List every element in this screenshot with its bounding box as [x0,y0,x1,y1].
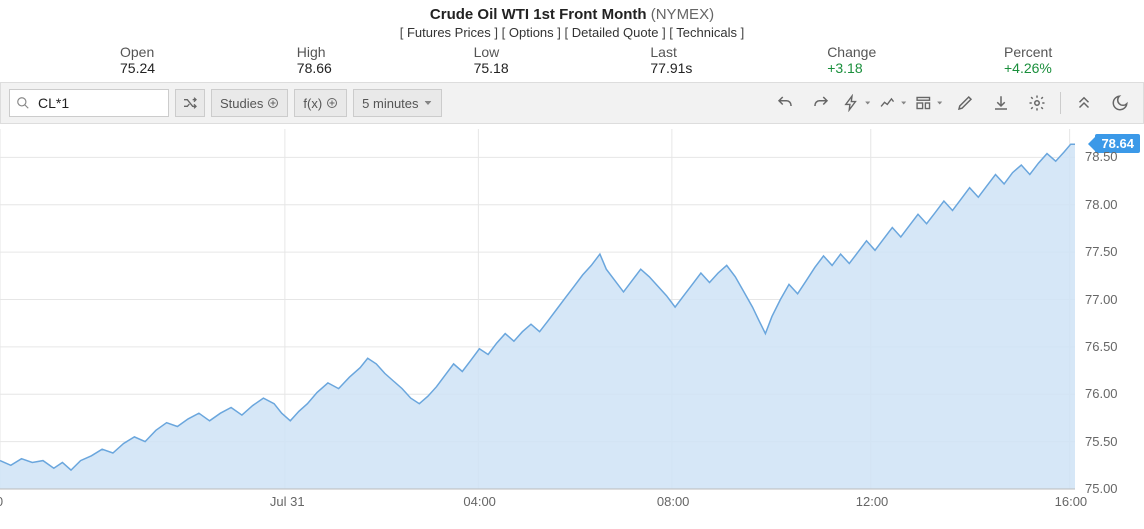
quote-header: Crude Oil WTI 1st Front Month (NYMEX) [ … [0,0,1144,40]
x-tick-label: :00 [0,494,3,509]
settings-button[interactable] [1022,89,1052,117]
link-detailed-quote[interactable]: Detailed Quote [572,25,659,40]
redo-button[interactable] [806,89,836,117]
y-tick-label: 76.50 [1085,339,1118,354]
y-tick-label: 76.00 [1085,386,1118,401]
x-tick-label: Jul 31 [270,494,305,509]
quote-last: Last77.91s [650,44,770,76]
quote-open: Open75.24 [120,44,240,76]
chevron-down-icon [936,99,943,107]
quote-high: High78.66 [297,44,417,76]
x-tick-label: 08:00 [657,494,690,509]
fx-button[interactable]: f(x) [294,89,347,117]
exchange-label: (NYMEX) [651,6,714,23]
moon-icon [1111,94,1129,112]
template-button[interactable] [914,89,944,117]
x-tick-label: 12:00 [856,494,889,509]
undo-icon [776,94,794,112]
quote-summary-row: Open75.24 High78.66 Low75.18 Last77.91s … [0,40,1144,82]
chevrons-up-icon [1075,94,1093,112]
draw-button[interactable] [950,89,980,117]
gear-icon [1028,94,1046,112]
events-button[interactable] [842,89,872,117]
chevron-down-icon [864,99,871,107]
quote-percent: Percent+4.26% [1004,44,1124,76]
plus-icon [267,97,279,109]
instrument-name: Crude Oil WTI 1st Front Month [430,6,647,23]
link-futures-prices[interactable]: Futures Prices [407,25,491,40]
header-links: [ Futures Prices ] [ Options ] [ Detaile… [0,25,1144,40]
chart-toolbar: Studies f(x) 5 minutes [0,82,1144,124]
studies-button[interactable]: Studies [211,89,288,117]
quote-change: Change+3.18 [827,44,947,76]
chevron-down-icon [423,98,433,108]
redo-icon [812,94,830,112]
search-icon [16,96,30,110]
y-tick-label: 77.00 [1085,292,1118,307]
symbol-input[interactable] [36,94,156,112]
download-icon [992,94,1010,112]
link-technicals[interactable]: Technicals [676,25,737,40]
interval-label: 5 minutes [362,96,418,111]
y-tick-label: 78.50 [1085,149,1118,164]
bolt-icon [843,94,860,112]
y-tick-label: 75.50 [1085,434,1118,449]
interval-select[interactable]: 5 minutes [353,89,441,117]
download-button[interactable] [986,89,1016,117]
pencil-icon [956,94,974,112]
compare-button[interactable] [175,89,205,117]
shuffle-icon [182,95,198,111]
chart-canvas [0,124,1144,514]
price-chart[interactable]: 78.64 75.0075.5076.0076.5077.0077.5078.0… [0,124,1144,514]
template-icon [915,94,932,112]
x-tick-label: 04:00 [463,494,496,509]
quote-low: Low75.18 [474,44,594,76]
y-tick-label: 78.00 [1085,197,1118,212]
area-chart-icon [879,94,896,112]
fx-label: f(x) [303,96,322,111]
theme-button[interactable] [1105,89,1135,117]
toolbar-separator [1060,92,1061,114]
instrument-title: Crude Oil WTI 1st Front Month (NYMEX) [0,6,1144,23]
studies-label: Studies [220,96,263,111]
symbol-search[interactable] [9,89,169,117]
y-tick-label: 75.00 [1085,481,1118,496]
link-options[interactable]: Options [509,25,554,40]
y-tick-label: 77.50 [1085,244,1118,259]
plus-icon [326,97,338,109]
chevron-down-icon [900,99,907,107]
undo-button[interactable] [770,89,800,117]
collapse-button[interactable] [1069,89,1099,117]
x-tick-label: 16:00 [1055,494,1088,509]
chart-type-button[interactable] [878,89,908,117]
